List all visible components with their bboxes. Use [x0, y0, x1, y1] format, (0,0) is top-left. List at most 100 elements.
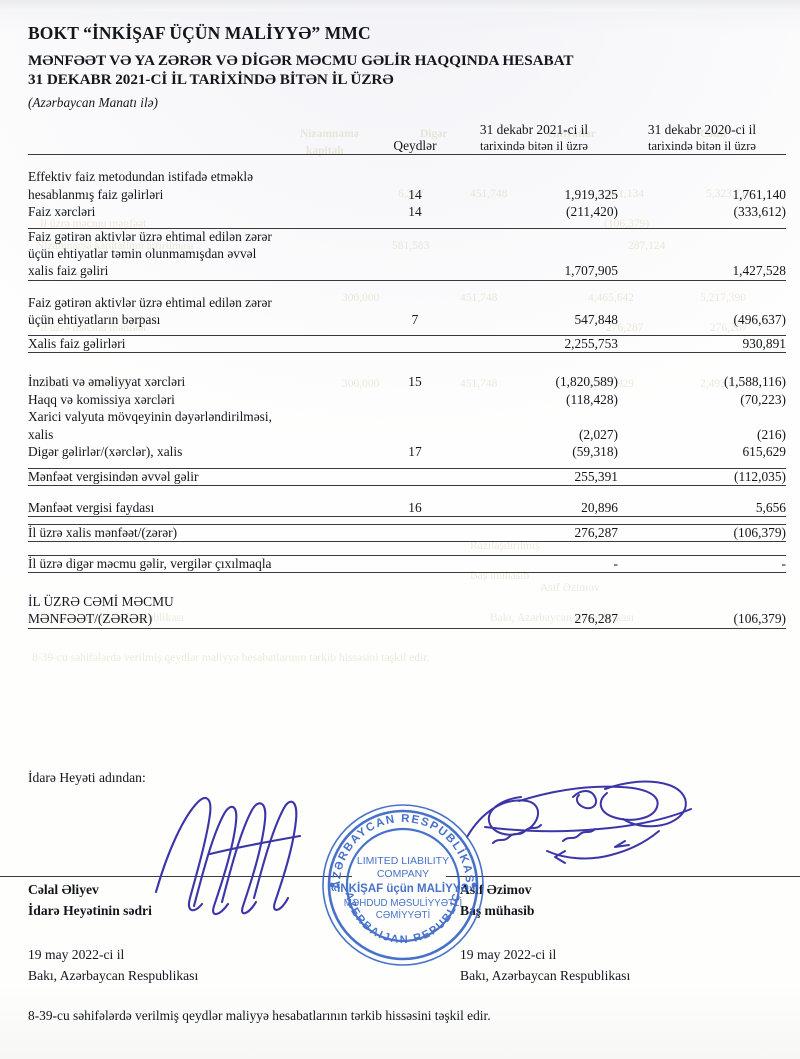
- signature-line-left: [0, 876, 352, 877]
- row-year-2021: (118,428): [566, 391, 618, 407]
- row-label: Xarici valyuta mövqeyinin dəyərləndirilm…: [28, 409, 272, 425]
- table-row-grand-total: MƏNFƏƏT/(ZƏRƏR) 276,287 (106,379): [28, 610, 786, 629]
- row-year-2021: 1,707,905: [450, 262, 618, 281]
- table-body: Effektiv faiz metodundan istifadə etməkl…: [28, 155, 786, 629]
- row-year-2021: 255,391: [450, 467, 618, 486]
- table-header-row: Qeydlər 31 dekabr 2021-ci il tarixində b…: [28, 122, 786, 156]
- signature-line-right: [446, 876, 800, 877]
- bleed-through-text: 8-39-cu səhifələrdə verilmiş qeydlər mal…: [32, 652, 430, 664]
- row-note: 17: [408, 444, 422, 460]
- row-label-cont: üçün ehtiyatların bərpası: [28, 312, 161, 328]
- row-year-2021: [450, 294, 618, 311]
- document-header: BOKT “İNKİŞAF ÜÇÜN MALİYYƏ” MMC MƏNFƏƏT …: [28, 23, 748, 111]
- row-year-2020: 5,656: [618, 498, 786, 517]
- row-note: [380, 391, 450, 408]
- row-year-2021: (2,027): [578, 426, 618, 442]
- table-row: Xarici valyuta mövqeyinin dəyərləndirilm…: [28, 408, 786, 425]
- row-year-2020: (70,223): [740, 391, 786, 407]
- year-2020-line1: 31 dekabr 2020-ci il: [647, 122, 757, 137]
- row-year-2021: 2,255,753: [450, 335, 618, 354]
- table-row-subtotal: üçün ehtiyatlar təmin olunmamışdan əvvəl: [28, 245, 786, 262]
- column-header-notes: Qeydlər: [380, 122, 450, 156]
- signatory-role: Baş mühasib: [460, 903, 535, 918]
- row-label: İl üzrə xalis mənfəət/(zərər): [28, 523, 380, 542]
- table-row-subtotal: Mənfəət vergisindən əvvəl gəlir 255,391 …: [28, 467, 786, 486]
- row-year-2020: 930,891: [618, 335, 786, 354]
- row-label: Faiz gətirən aktivlər üzrə ehtimal edilə…: [28, 294, 272, 310]
- row-label-cont: MƏNFƏƏT/(ZƏRƏR): [28, 610, 380, 629]
- row-year-2020: 1,427,528: [618, 262, 786, 281]
- currency-note: (Azərbaycan Manatı ilə): [28, 95, 158, 111]
- row-label: Mənfəət vergisindən əvvəl gəlir: [28, 467, 380, 486]
- table-row-subtotal: xalis faiz gəliri 1,707,905 1,427,528: [28, 262, 786, 281]
- table-row: İnzibati və əməliyyat xərcləri 15 (1,820…: [28, 373, 786, 390]
- row-year-2021: 1,919,325: [564, 186, 618, 202]
- row-note: 14: [408, 204, 422, 220]
- row-note: 15: [408, 374, 422, 390]
- table-row: hesablanmış faiz gəlirləri 14 1,919,325 …: [28, 186, 786, 203]
- row-year-2020: (106,379): [618, 610, 786, 629]
- row-year-2020: [618, 294, 786, 311]
- row-note: 16: [380, 498, 450, 517]
- row-year-2021: [450, 408, 618, 425]
- table-row-subtotal: Faiz gətirən aktivlər üzrə ehtimal edilə…: [28, 227, 786, 245]
- row-year-2020: [618, 168, 786, 185]
- row-year-2021: 20,896: [450, 498, 618, 517]
- row-label: İl üzrə digər məcmu gəlir, vergilər çıxı…: [28, 554, 380, 573]
- row-note: [380, 426, 450, 443]
- table-row-subtotal: Xalis faiz gəlirləri 2,255,753 930,891: [28, 335, 786, 354]
- report-title-line2: 31 DEKABR 2021-Cİ İL TARİXİNDƏ BİTƏN İL …: [28, 70, 394, 88]
- page-footnote: 8-39-cu səhifələrdə verilmiş qeydlər mal…: [28, 1008, 491, 1023]
- page-top-edge: [0, 0, 800, 14]
- table-row: Faiz xərcləri 14 (211,420) (333,612): [28, 203, 786, 220]
- row-label: Effektiv faiz metodundan istifadə etməkl…: [28, 169, 254, 185]
- company-name: BOKT “İNKİŞAF ÜÇÜN MALİYYƏ” MMC: [28, 23, 371, 43]
- row-label: Faiz xərcləri: [28, 204, 96, 220]
- row-note: [380, 294, 450, 311]
- signature-block: İdarə Heyəti adından: Cəlal Əliyev İdarə…: [0, 770, 800, 990]
- row-year-2020: (1,588,116): [724, 374, 786, 390]
- row-note: [380, 227, 450, 245]
- table-row-subtotal: İl üzrə digər məcmu gəlir, vergilər çıxı…: [28, 554, 786, 573]
- row-note: 7: [411, 312, 419, 328]
- row-label: Haqq və komissiya xərcləri: [28, 391, 175, 407]
- table-row: Mənfəət vergisi faydası 16 20,896 5,656: [28, 498, 786, 517]
- row-label-cont: xalis: [28, 426, 54, 442]
- row-year-2020: -: [618, 554, 786, 573]
- table-row-grand-total: İL ÜZRƏ CƏMİ MƏCMU: [28, 593, 786, 610]
- year-2021-line2: tarixində bitən il üzrə: [479, 138, 589, 153]
- row-year-2021: (59,318): [572, 444, 618, 460]
- table-row-total: İl üzrə xalis mənfəət/(zərər) 276,287 (1…: [28, 523, 786, 542]
- row-label-cont: hesablanmış faiz gəlirləri: [28, 186, 164, 202]
- row-year-2021: [450, 245, 618, 262]
- row-year-2020: (333,612): [733, 204, 786, 220]
- row-year-2020: [618, 593, 786, 610]
- signatory-name: Asif Əzimov: [460, 882, 532, 897]
- row-label: Faiz gətirən aktivlər üzrə ehtimal edilə…: [28, 227, 380, 245]
- column-header-year-2021: 31 dekabr 2021-ci il tarixində bitən il …: [450, 122, 618, 156]
- row-note: [380, 335, 450, 354]
- row-label: Digər gəlirlər/(xərclər), xalis: [28, 444, 183, 460]
- table-row: Haqq və komissiya xərcləri (118,428) (70…: [28, 391, 786, 408]
- signature-place: Bakı, Azərbaycan Respublikası: [460, 968, 631, 983]
- row-year-2021: 276,287: [450, 523, 618, 542]
- signatory-name: Cəlal Əliyev: [28, 882, 99, 897]
- row-note: [380, 168, 450, 185]
- row-label: İnzibati və əməliyyat xərcləri: [28, 374, 186, 390]
- signature-place: Bakı, Azərbaycan Respublikası: [28, 968, 199, 983]
- row-year-2020: (216): [756, 426, 786, 442]
- row-note: [380, 408, 450, 425]
- column-header-label: [28, 122, 380, 156]
- row-note: 14: [408, 186, 422, 202]
- row-note: [380, 593, 450, 610]
- row-year-2021: 276,287: [450, 610, 618, 629]
- row-year-2021: [450, 168, 618, 185]
- signature-date: 19 may 2022-ci il: [460, 947, 557, 962]
- row-note: [380, 554, 450, 573]
- report-title-line1: MƏNFƏƏT VƏ YA ZƏRƏR VƏ DİGƏR MƏCMU GƏLİR…: [28, 52, 574, 70]
- row-year-2021: (1,820,589): [555, 374, 618, 390]
- row-year-2020: [618, 408, 786, 425]
- row-note: [380, 467, 450, 486]
- year-2021-line1: 31 dekabr 2021-ci il: [479, 122, 589, 137]
